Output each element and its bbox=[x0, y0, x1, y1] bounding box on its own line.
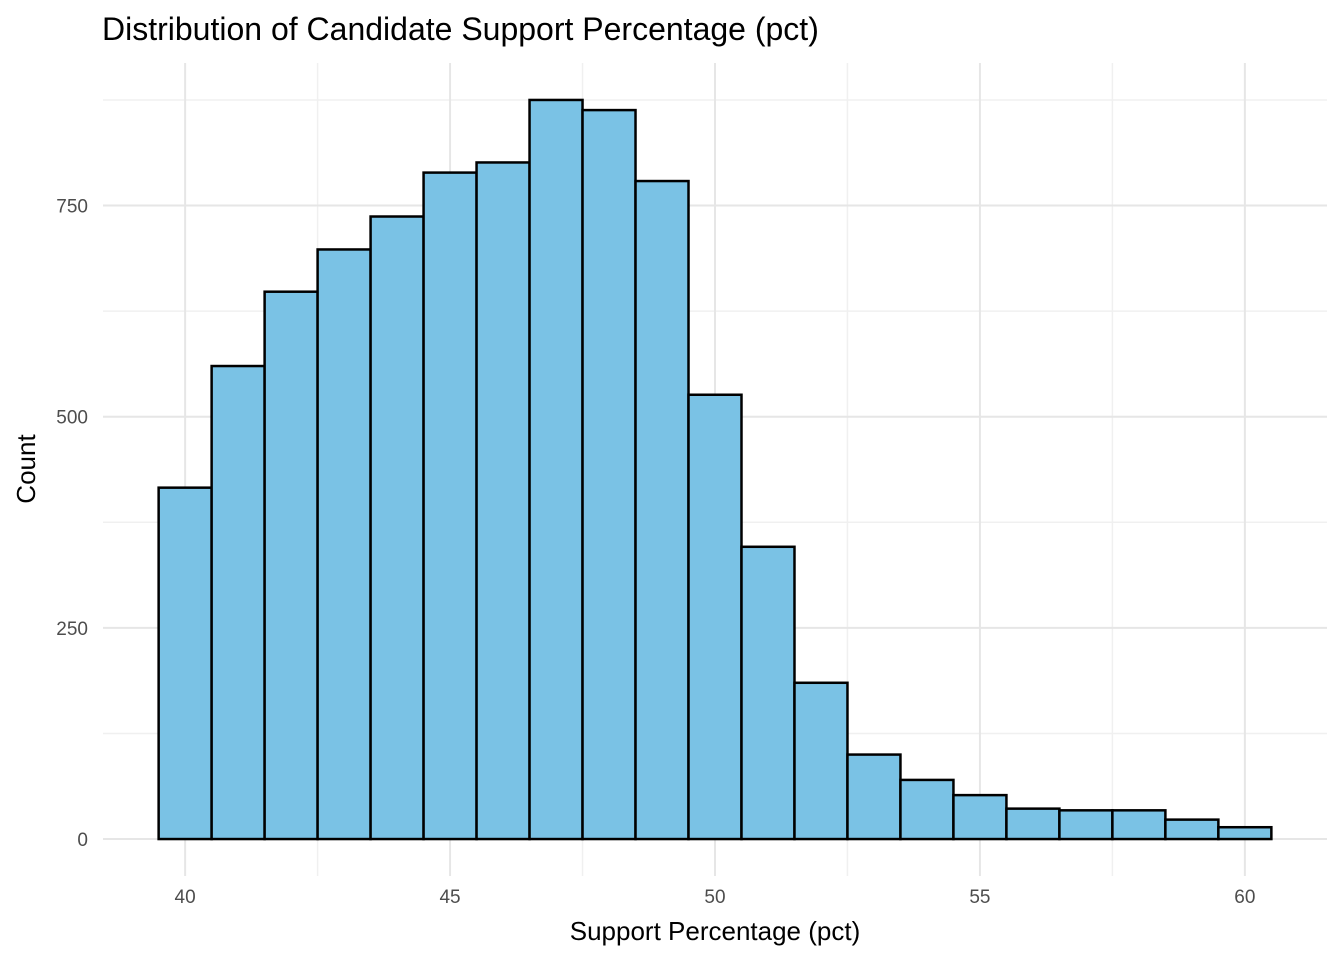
histogram-bar bbox=[422, 171, 478, 841]
histogram-bar bbox=[1111, 809, 1167, 841]
y-tick-label: 500 bbox=[56, 408, 88, 429]
histogram-bar bbox=[1217, 825, 1273, 841]
histogram-bar bbox=[369, 215, 425, 841]
histogram-bar bbox=[475, 161, 531, 841]
histogram-bar bbox=[952, 793, 1008, 841]
chart-title: Distribution of Candidate Support Percen… bbox=[102, 11, 819, 47]
y-tick-label: 0 bbox=[77, 830, 88, 851]
histogram-bar bbox=[1005, 807, 1061, 841]
x-tick-label: 60 bbox=[1234, 887, 1255, 908]
bars bbox=[157, 98, 1273, 841]
histogram-bar bbox=[581, 108, 637, 841]
histogram-bar bbox=[634, 179, 690, 841]
histogram-bar bbox=[1058, 809, 1114, 841]
y-tick-label: 250 bbox=[56, 619, 88, 640]
x-axis-ticks: 40 45 50 55 60 bbox=[175, 887, 1256, 908]
histogram-bar bbox=[740, 545, 796, 841]
histogram-bar bbox=[793, 681, 849, 841]
histogram-bar bbox=[1164, 818, 1220, 841]
x-axis-title: Support Percentage (pct) bbox=[570, 916, 861, 946]
histogram-bar bbox=[263, 290, 319, 841]
y-axis-title: Count bbox=[11, 434, 41, 504]
y-axis-ticks: 0 250 500 750 bbox=[56, 197, 88, 852]
histogram-bar bbox=[846, 753, 902, 841]
histogram-bar bbox=[210, 364, 266, 841]
x-tick-label: 55 bbox=[969, 887, 990, 908]
y-tick-label: 750 bbox=[56, 197, 88, 218]
x-tick-label: 40 bbox=[175, 887, 196, 908]
histogram-bar bbox=[528, 98, 584, 841]
histogram-bar bbox=[899, 778, 955, 841]
histogram-bar bbox=[687, 393, 743, 841]
histogram-bar bbox=[157, 486, 213, 841]
x-tick-label: 50 bbox=[704, 887, 725, 908]
histogram-bar bbox=[316, 248, 372, 841]
x-tick-label: 45 bbox=[439, 887, 460, 908]
